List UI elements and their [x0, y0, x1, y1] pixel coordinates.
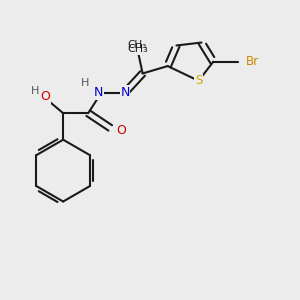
Text: Br: Br [246, 55, 259, 68]
Text: O: O [117, 124, 127, 137]
Text: N: N [94, 86, 103, 99]
Text: H: H [81, 78, 89, 88]
Text: H: H [30, 86, 39, 96]
Text: N: N [120, 86, 130, 99]
Text: CH₃: CH₃ [127, 40, 146, 50]
Text: CH₃: CH₃ [128, 44, 148, 54]
Text: O: O [40, 91, 50, 103]
Text: S: S [195, 74, 202, 87]
